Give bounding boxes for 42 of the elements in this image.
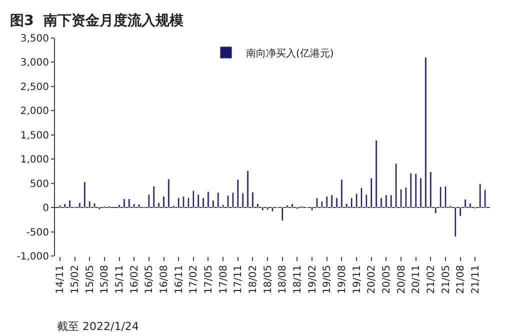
x-tick-label: 16/08 bbox=[159, 265, 170, 294]
x-tick-label: 18/08 bbox=[278, 265, 289, 294]
x-tick-label: 14/11 bbox=[55, 265, 66, 294]
text: 截至 2022/1/24 bbox=[57, 320, 139, 333]
x-tick-label: 16/02 bbox=[129, 265, 140, 294]
x-tick-label: 21/05 bbox=[440, 265, 452, 294]
chart-title: 图3 南下资金月度流入规模 bbox=[10, 12, 185, 29]
x-tick-label: 20/05 bbox=[381, 265, 392, 294]
y-tick-label: 3,500 bbox=[20, 34, 49, 44]
x-tick-label: 17/05 bbox=[203, 265, 214, 294]
y-tick-label: 1,000 bbox=[20, 154, 49, 166]
y-tick-label: 3,000 bbox=[20, 58, 49, 69]
x-tick-label: 15/08 bbox=[100, 265, 111, 294]
y-tick-label: -500 bbox=[26, 227, 49, 238]
x-tick-label: 20/08 bbox=[396, 265, 408, 294]
x-tick-label: 16/11 bbox=[174, 265, 185, 294]
x-tick-label: 18/02 bbox=[248, 265, 259, 294]
x-tick-label: 19/02 bbox=[307, 265, 318, 294]
x-tick-label: 17/08 bbox=[218, 265, 230, 294]
x-tick-label: 15/05 bbox=[84, 265, 96, 294]
legend-label: 南向净买入(亿港元) bbox=[246, 47, 334, 60]
x-tick-label: 21/08 bbox=[456, 265, 467, 294]
x-tick-label: 20/02 bbox=[366, 265, 378, 294]
y-tick-label: 0 bbox=[42, 203, 49, 214]
y-tick-label: 1,500 bbox=[20, 130, 49, 142]
x-tick-label: 15/11 bbox=[114, 265, 126, 294]
x-tick-label: 19/05 bbox=[322, 265, 334, 294]
y-tick-label: 500 bbox=[30, 178, 49, 190]
x-tick-label: 17/11 bbox=[233, 265, 244, 294]
x-tick-label: 18/11 bbox=[292, 265, 304, 294]
y-tick-label: 2,000 bbox=[20, 106, 49, 118]
x-tick-label: 21/11 bbox=[470, 265, 482, 294]
x-tick-label: 19/08 bbox=[336, 265, 348, 294]
x-tick-label: 20/11 bbox=[411, 265, 422, 294]
x-tick-label: 15/02 bbox=[70, 265, 82, 294]
x-tick-label: 16/05 bbox=[144, 265, 156, 294]
x-tick-label: 17/02 bbox=[188, 265, 200, 294]
y-tick-label: -1,000 bbox=[16, 252, 49, 262]
y-tick-label: 2,500 bbox=[20, 82, 49, 93]
x-tick-label: 21/02 bbox=[426, 265, 437, 294]
x-tick-label: 19/11 bbox=[352, 265, 363, 294]
x-tick-label: 18/05 bbox=[262, 265, 274, 294]
